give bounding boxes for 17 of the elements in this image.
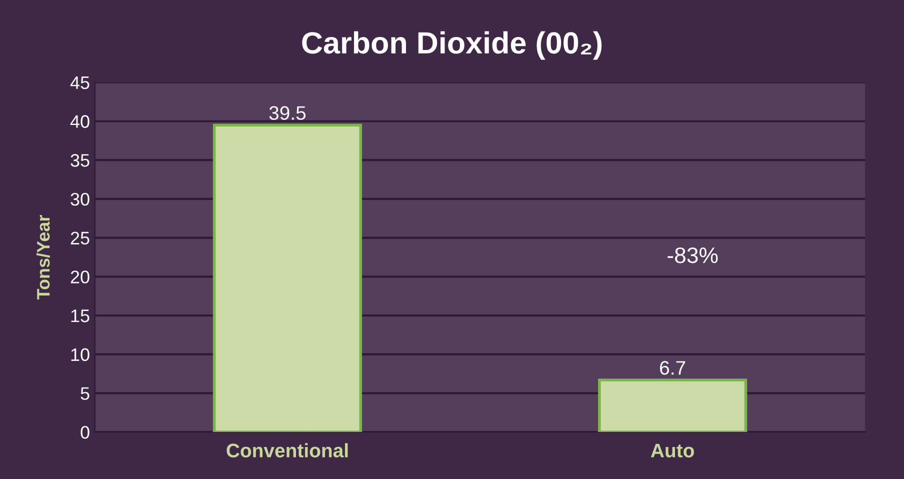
data-label: 6.7 [660, 360, 686, 375]
y-axis-title: Tons/Year [36, 215, 50, 300]
y-tick-label: 25 [70, 232, 90, 245]
y-tick-label: 10 [71, 348, 90, 362]
data-label: 39.5 [269, 106, 306, 120]
x-tick-label: Auto [650, 444, 694, 458]
y-tick-label: 35 [70, 154, 90, 167]
y-tick-label: 0 [80, 426, 90, 439]
y-tick-label: 5 [80, 387, 90, 400]
x-tick-label: Conventional [226, 443, 348, 458]
annotation: -83% [668, 247, 718, 264]
y-tick-label: 30 [70, 192, 90, 206]
y-tick-label: 40 [70, 115, 90, 128]
chart-title: Carbon Dioxide (00₂) [302, 31, 602, 60]
y-tick-label: 45 [70, 76, 90, 90]
y-tick-label: 15 [71, 310, 90, 322]
y-tick-label: 20 [70, 270, 90, 284]
